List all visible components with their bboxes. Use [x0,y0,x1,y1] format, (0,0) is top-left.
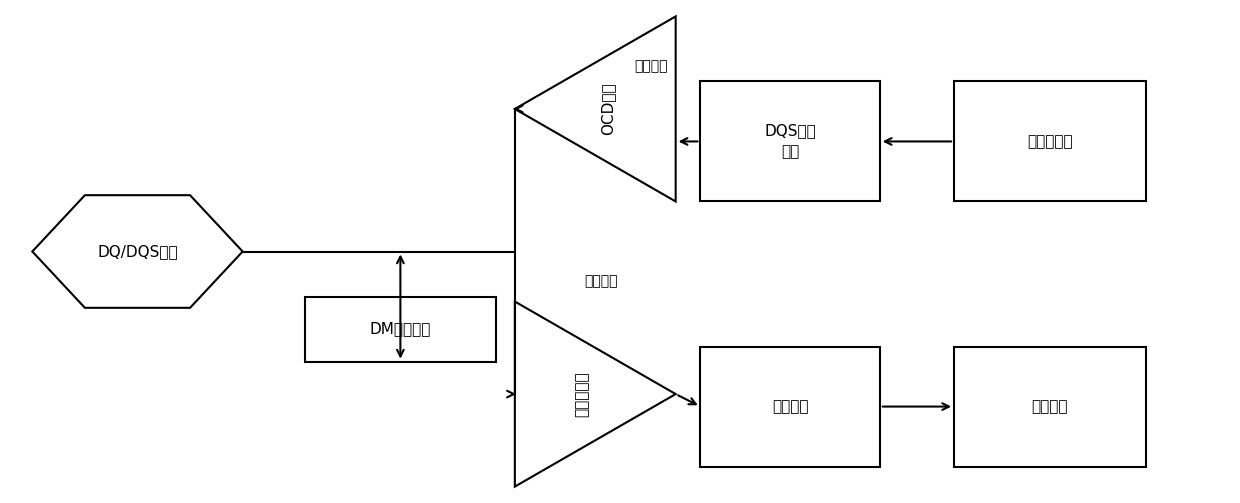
Text: 输入缓冲器: 输入缓冲器 [575,371,590,417]
Text: DQ/DQS管脚: DQ/DQS管脚 [97,244,177,259]
Text: DQS延时
单元: DQS延时 单元 [764,123,816,159]
Bar [701,347,880,467]
Text: 校准寄存器: 校准寄存器 [1027,134,1073,149]
Text: 数据通路: 数据通路 [771,399,808,414]
Bar [305,297,496,362]
Text: 输入数据: 输入数据 [585,275,619,289]
Text: OCD电路: OCD电路 [600,82,615,135]
Bar [954,81,1146,202]
Text: 存储阵列: 存储阵列 [1032,399,1068,414]
Text: DM强制电路: DM强制电路 [370,321,432,337]
Text: 输出数据: 输出数据 [634,59,667,73]
Bar [701,81,880,202]
Bar [954,347,1146,467]
